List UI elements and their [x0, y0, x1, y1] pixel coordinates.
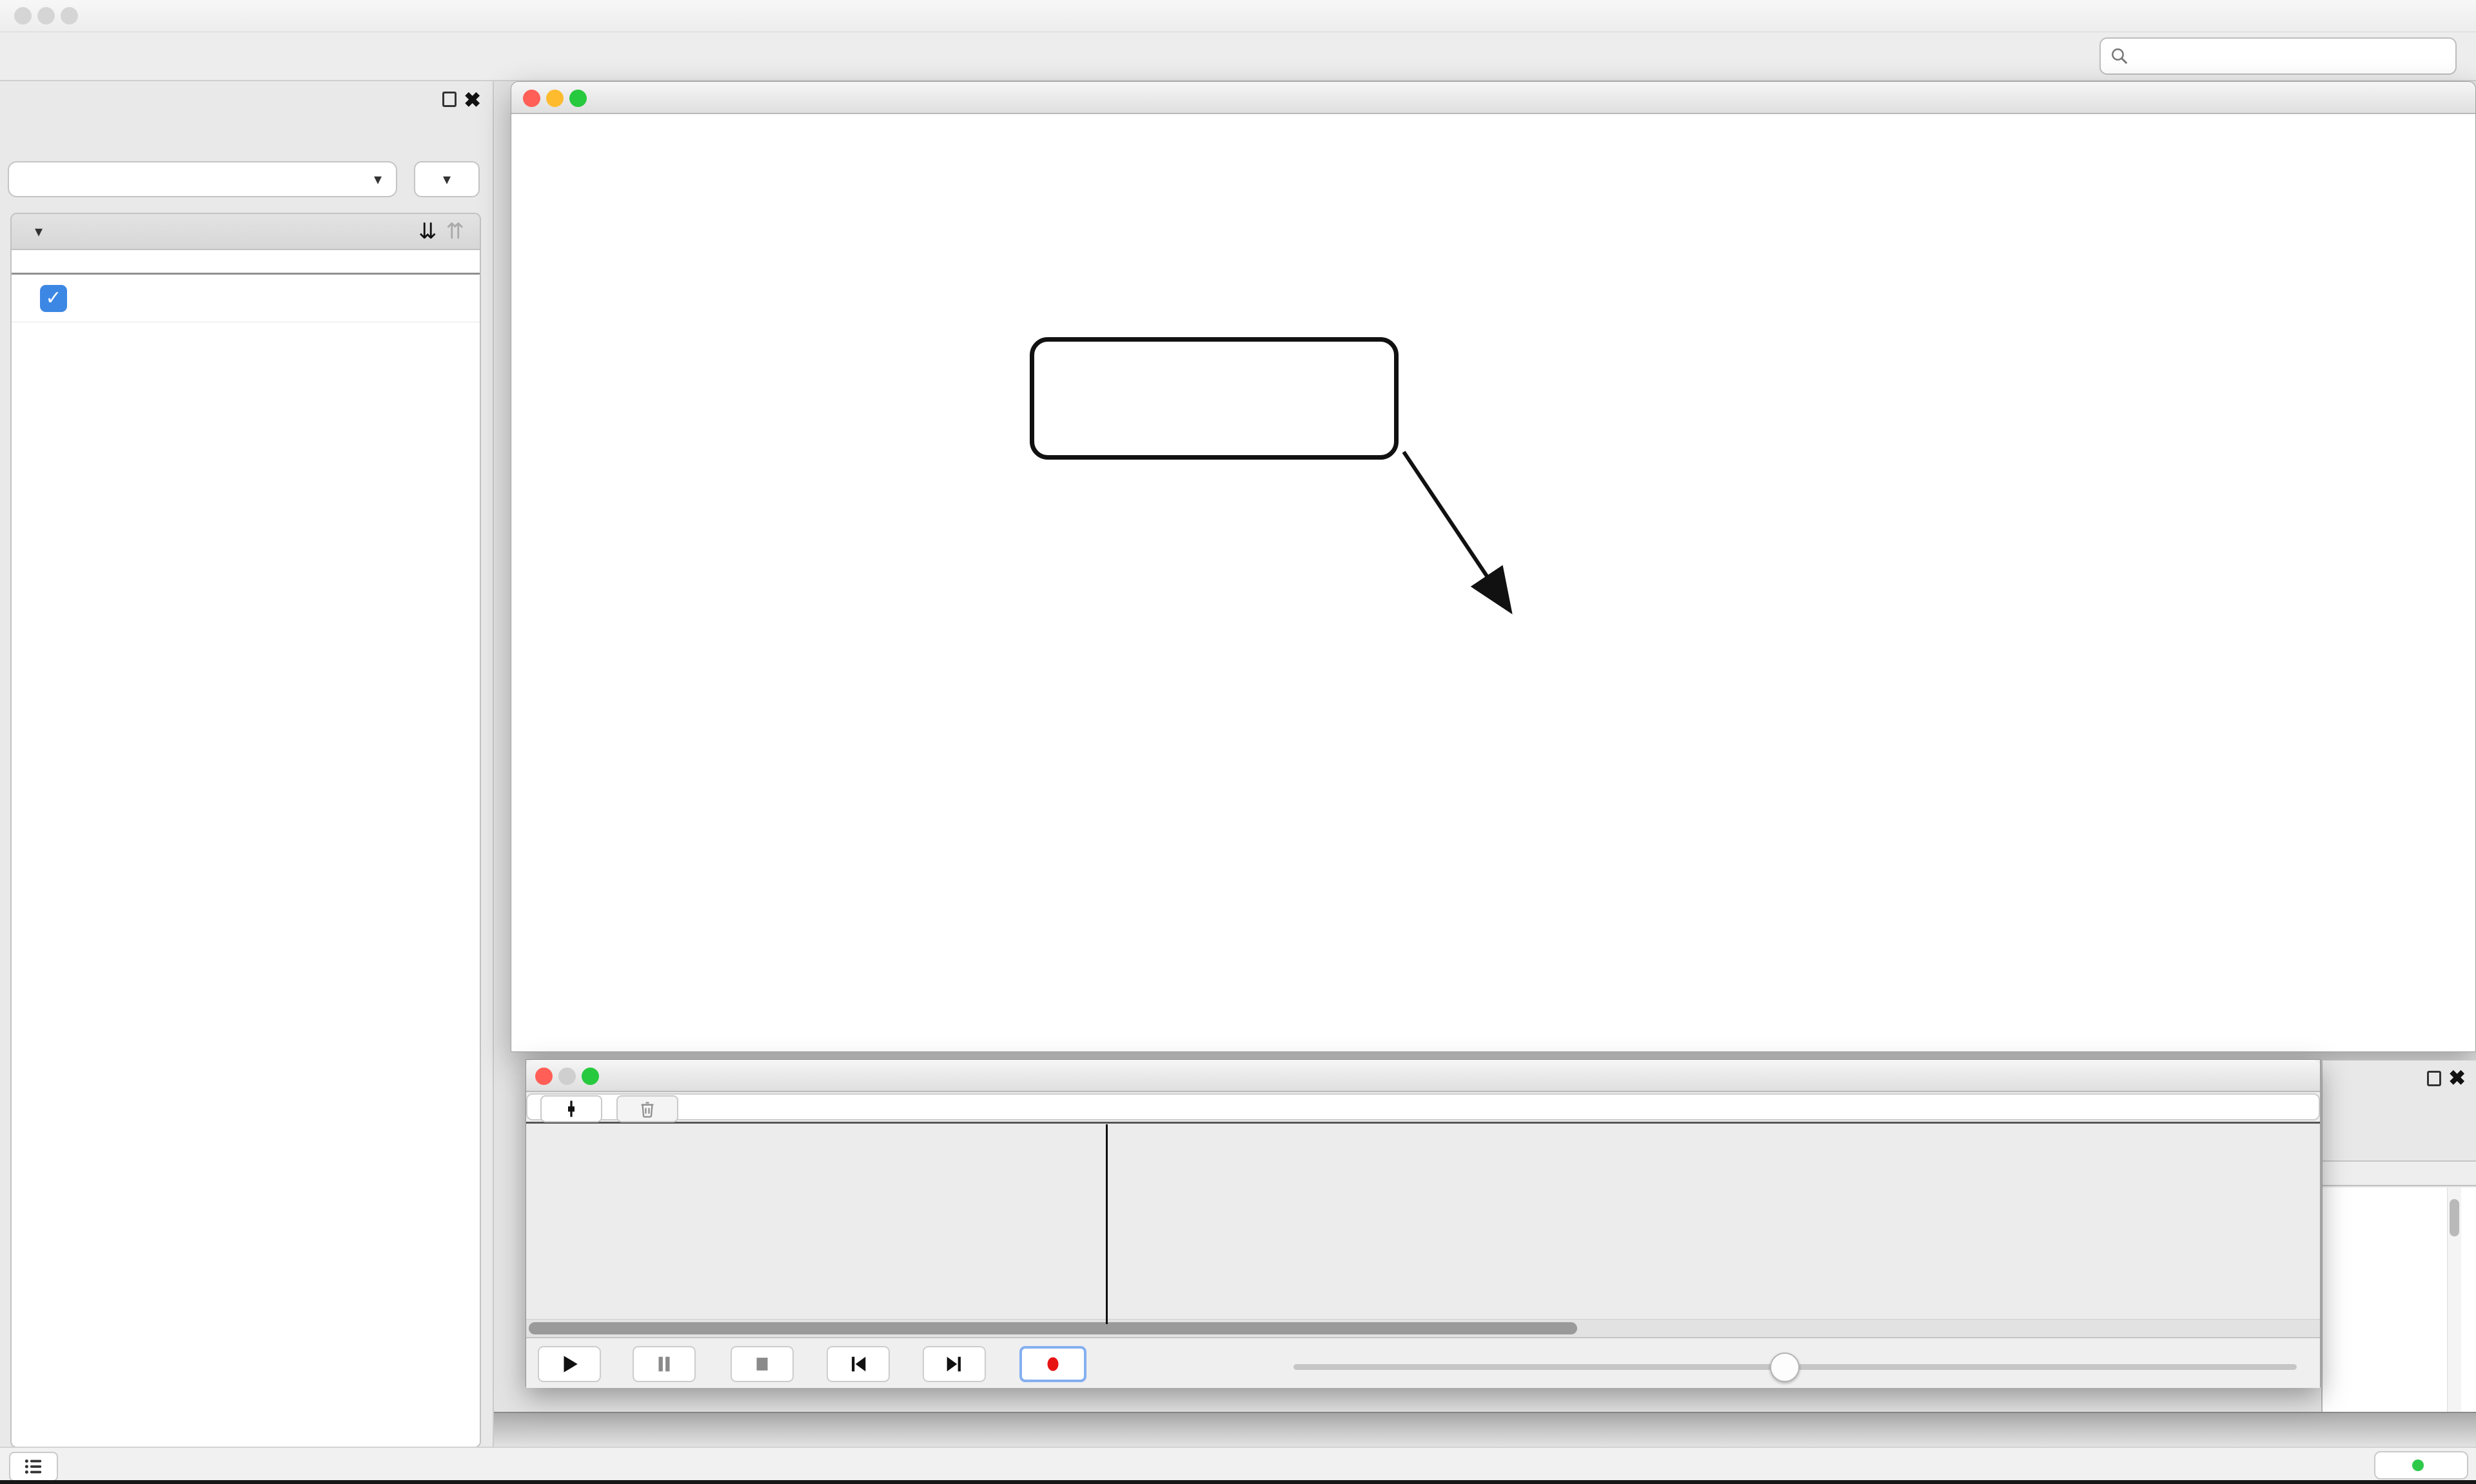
pause-icon: [658, 1356, 670, 1372]
network-window-titlebar[interactable]: [511, 82, 2475, 114]
zoom-window-button[interactable]: [61, 7, 78, 24]
playback-controls: [526, 1337, 2320, 1388]
network-canvas[interactable]: [511, 114, 2475, 1051]
memory-button[interactable]: [2374, 1451, 2468, 1479]
skip-start-icon: [852, 1356, 866, 1372]
stop-icon: [756, 1358, 768, 1371]
record-icon: [1047, 1357, 1059, 1371]
style-dropdown[interactable]: ▾: [8, 161, 397, 197]
task-history-button[interactable]: [9, 1452, 58, 1481]
skip-to-start-button[interactable]: [827, 1346, 890, 1382]
chevron-down-icon: ▾: [35, 222, 43, 240]
delete-frame-button[interactable]: [616, 1095, 678, 1122]
search-input[interactable]: [2129, 46, 2439, 66]
play-icon: [564, 1356, 578, 1372]
cyanimator-titlebar[interactable]: [526, 1060, 2320, 1092]
play-button[interactable]: [538, 1346, 601, 1382]
scrollbar-thumb[interactable]: [529, 1322, 1577, 1334]
table-column-headers[interactable]: [2323, 1160, 2476, 1186]
timeline-playhead[interactable]: [1106, 1124, 1108, 1324]
minimize-icon[interactable]: [558, 1068, 576, 1085]
close-window-button[interactable]: [14, 7, 32, 24]
pause-button[interactable]: [633, 1346, 696, 1382]
skip-end-icon: [947, 1356, 961, 1372]
search-field[interactable]: [2099, 37, 2457, 75]
stop-button[interactable]: [731, 1346, 794, 1382]
record-button[interactable]: [1019, 1346, 1086, 1382]
network-graph: [1402, 451, 1513, 614]
timeline-scrollbar[interactable]: [526, 1319, 2320, 1337]
slider-thumb[interactable]: [1770, 1352, 1800, 1382]
table-tabstrip: [494, 1412, 2476, 1447]
minimize-window-button[interactable]: [37, 7, 55, 24]
main-toolbar: [0, 32, 2476, 81]
trash-icon: [641, 1102, 654, 1118]
close-panel-icon[interactable]: ✖: [464, 88, 481, 112]
lock-node-size-checkbox[interactable]: ✓: [40, 285, 67, 312]
screen-edge: [0, 1480, 2476, 1484]
style-options-button[interactable]: ▾: [414, 161, 480, 197]
frame-marker-icon: [568, 1100, 575, 1117]
properties-column-headers: [12, 250, 480, 275]
table-panel: ✖: [2321, 1060, 2476, 1412]
lock-node-size-row: ✓: [12, 275, 480, 322]
cyanimator-toolbar: [526, 1093, 2320, 1124]
minimize-icon[interactable]: [546, 90, 564, 107]
chevron-down-icon: ▾: [373, 170, 382, 188]
collapse-all-icon[interactable]: ⇊: [418, 219, 437, 244]
capture-frame-button[interactable]: [540, 1095, 602, 1122]
table-scrollbar[interactable]: [2447, 1187, 2461, 1412]
network-view-window: [511, 81, 2476, 1052]
clear-all-frames-button[interactable]: [526, 1093, 2320, 1120]
float-panel-icon[interactable]: [442, 92, 457, 107]
chevron-down-icon: ▾: [442, 170, 451, 188]
list-icon: [25, 1459, 42, 1474]
close-icon[interactable]: [535, 1068, 553, 1085]
annotation-callout[interactable]: [1030, 337, 1399, 460]
annotation-arrow: [1402, 451, 1513, 614]
skip-to-end-button[interactable]: [923, 1346, 986, 1382]
close-panel-icon[interactable]: ✖: [2448, 1066, 2466, 1089]
app-titlebar: [0, 0, 2476, 32]
control-panel: ✖ ▾ ▾ ▾ ⇊ ⇈ ✓: [0, 81, 494, 1448]
maximize-icon[interactable]: [582, 1068, 599, 1085]
cyanimator-window: [526, 1059, 2321, 1388]
cyanimator-timeline[interactable]: [526, 1124, 2320, 1324]
expand-all-icon[interactable]: ⇈: [446, 219, 465, 244]
maximize-icon[interactable]: [569, 90, 587, 107]
properties-header[interactable]: ▾ ⇊ ⇈: [12, 214, 480, 250]
search-icon: [2112, 48, 2128, 64]
status-bar: [0, 1447, 2476, 1481]
properties-panel: ▾ ⇊ ⇈ ✓: [10, 213, 481, 1448]
memory-status-icon: [2412, 1460, 2424, 1471]
close-icon[interactable]: [523, 90, 540, 107]
float-panel-icon[interactable]: [2427, 1071, 2441, 1086]
